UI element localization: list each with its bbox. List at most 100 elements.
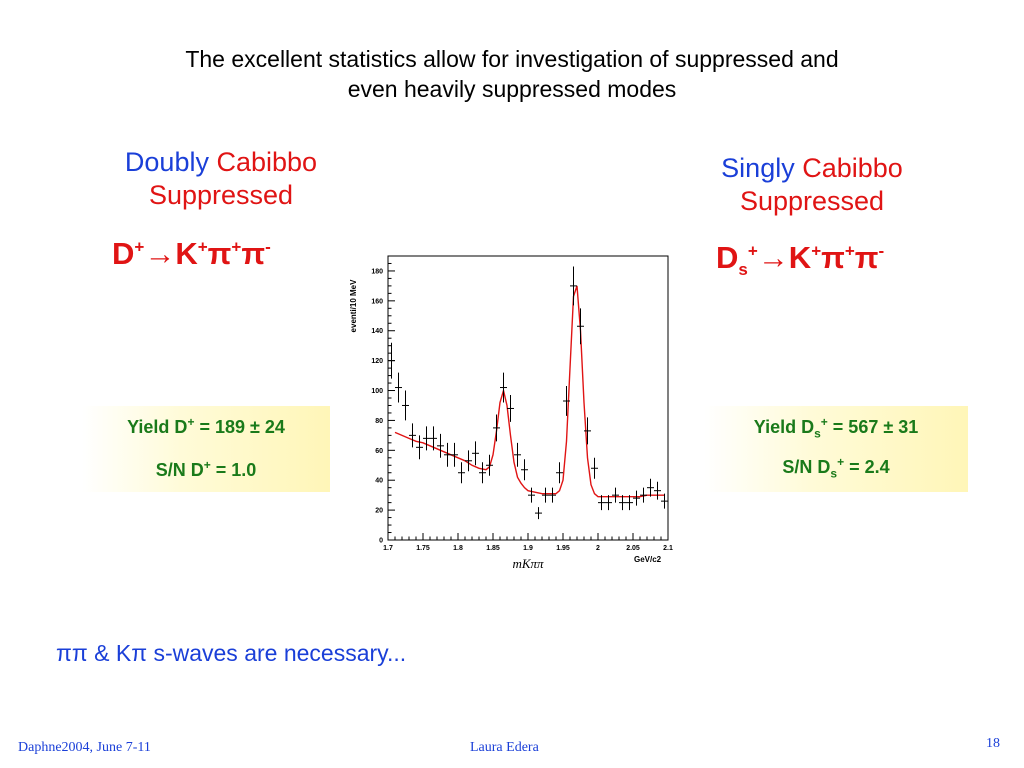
y-tick-label: 20 <box>375 508 383 515</box>
right-label-cabibbo: Cabibbo <box>802 153 903 183</box>
sn-charge: + <box>203 458 211 472</box>
yield-prefix: Yield D <box>127 417 188 437</box>
data-point <box>528 487 535 503</box>
decay-pi1: π <box>207 236 232 271</box>
x-axis-label: mKππ <box>512 556 544 571</box>
axes: 1.7 1.75 1.8 1.85 1.9 1.95 2 2.05 2.1 0 20 40 60 80 10… <box>371 255 673 552</box>
data-point <box>430 426 437 451</box>
slide-title-line2: even heavily suppressed modes <box>347 76 677 102</box>
left-decay-formula: D+→K+π+π- <box>112 236 271 272</box>
data-point <box>479 462 486 484</box>
data-point <box>605 495 612 511</box>
decay-pi2-charge: - <box>878 241 885 261</box>
decay-d: D <box>716 240 739 275</box>
x-tick-label: 1.75 <box>416 545 430 552</box>
sn-value: = 1.0 <box>210 460 257 480</box>
data-point <box>458 462 465 484</box>
y-axis-label: eventi/10 MeV <box>349 279 358 333</box>
slide-title: The excellent statistics allow for inves… <box>60 44 964 104</box>
data-point <box>633 490 640 506</box>
x-tick-label: 2 <box>596 545 600 552</box>
left-label-doubly: Doubly <box>124 147 209 177</box>
x-tick-label: 1.95 <box>556 545 570 552</box>
left-yield-box: Yield D+ = 189 ± 24 S/N D+ = 1.0 <box>82 406 330 492</box>
decay-k-charge: + <box>197 237 208 257</box>
x-tick-label: 1.8 <box>453 545 463 552</box>
right-sn-line: S/N Ds+ = 2.4 <box>704 455 968 481</box>
data-point <box>402 390 409 421</box>
right-label-suppressed: Suppressed <box>739 186 885 216</box>
x-tick-label: 1.7 <box>383 545 393 552</box>
y-tick-label: 120 <box>371 358 383 365</box>
decay-k: K <box>175 236 198 271</box>
left-mode-label: Doubly Cabibbo Suppressed <box>88 146 354 212</box>
sn-prefix: S/N D <box>155 460 204 480</box>
data-point <box>563 386 570 416</box>
data-point <box>486 454 493 476</box>
data-point <box>423 426 430 451</box>
data-point <box>395 372 402 403</box>
data-point <box>584 417 591 445</box>
left-yield-line: Yield D+ = 189 ± 24 <box>82 415 330 438</box>
decay-k-charge: + <box>811 241 822 261</box>
right-mode-label: Singly Cabibbo Suppressed <box>682 152 942 218</box>
mass-spectrum-chart: 1.7 1.75 1.8 1.85 1.9 1.95 2 2.05 2.1 0 20 40 60 80 10… <box>340 240 685 585</box>
data-point <box>535 507 542 520</box>
decay-pi2: π <box>241 236 266 271</box>
data-point <box>451 442 458 467</box>
data-point <box>388 342 395 379</box>
data-point <box>654 481 661 500</box>
data-point <box>493 414 500 442</box>
chart-background <box>340 240 685 585</box>
y-tick-label: 180 <box>371 268 383 275</box>
data-point <box>591 457 598 479</box>
decay-pi2-charge: - <box>265 237 271 257</box>
data-point <box>542 487 549 503</box>
data-point <box>409 423 416 448</box>
sn-prefix: S/N D <box>782 456 831 477</box>
yield-charge: + <box>187 415 195 429</box>
data-point <box>619 495 626 511</box>
decay-d-subscript: s <box>738 260 748 280</box>
data-point <box>444 442 451 467</box>
y-tick-label: 0 <box>379 538 383 545</box>
yield-value: = 189 ± 24 <box>194 417 285 437</box>
x-tick-label: 1.85 <box>486 545 500 552</box>
data-point <box>661 493 668 509</box>
sn-subscript: s <box>830 466 838 481</box>
y-tick-label: 100 <box>371 388 383 395</box>
x-tick-label: 2.05 <box>626 545 640 552</box>
footer-conference: Daphne2004, June 7-11 <box>18 740 151 755</box>
left-label-cabibbo: Cabibbo <box>216 147 318 177</box>
decay-d: D <box>112 236 135 271</box>
right-yield-line: Yield Ds+ = 567 ± 31 <box>704 415 968 441</box>
data-point <box>612 487 619 503</box>
left-sn-line: S/N D+ = 1.0 <box>82 458 330 481</box>
data-point <box>626 495 633 511</box>
data-point <box>549 487 556 503</box>
decay-arrow: → <box>757 240 789 275</box>
footer-author: Laura Edera <box>470 740 539 755</box>
data-point <box>465 450 472 472</box>
x-tick-label: 2.1 <box>663 545 673 552</box>
y-tick-label: 80 <box>375 418 383 425</box>
sn-value: = 2.4 <box>844 456 890 477</box>
decay-pi2: π <box>854 240 879 275</box>
data-point <box>570 266 577 306</box>
yield-value: = 567 ± 31 <box>827 417 919 437</box>
data-point <box>416 435 423 460</box>
data-point <box>437 433 444 458</box>
decay-k: K <box>788 240 812 275</box>
right-yield-box: Yield Ds+ = 567 ± 31 S/N Ds+ = 2.4 <box>704 406 968 492</box>
data-point <box>556 462 563 484</box>
data-point <box>472 441 479 466</box>
y-tick-label: 40 <box>375 478 383 485</box>
right-decay-formula: Ds+→K+π+π- <box>716 240 884 280</box>
data-points-group <box>388 266 668 520</box>
decay-d-charge: + <box>134 237 145 257</box>
data-point <box>640 487 647 503</box>
yield-subscript: s <box>814 426 821 441</box>
data-point <box>521 459 528 481</box>
decay-pi1-charge: + <box>231 237 242 257</box>
y-tick-label: 140 <box>371 328 383 335</box>
